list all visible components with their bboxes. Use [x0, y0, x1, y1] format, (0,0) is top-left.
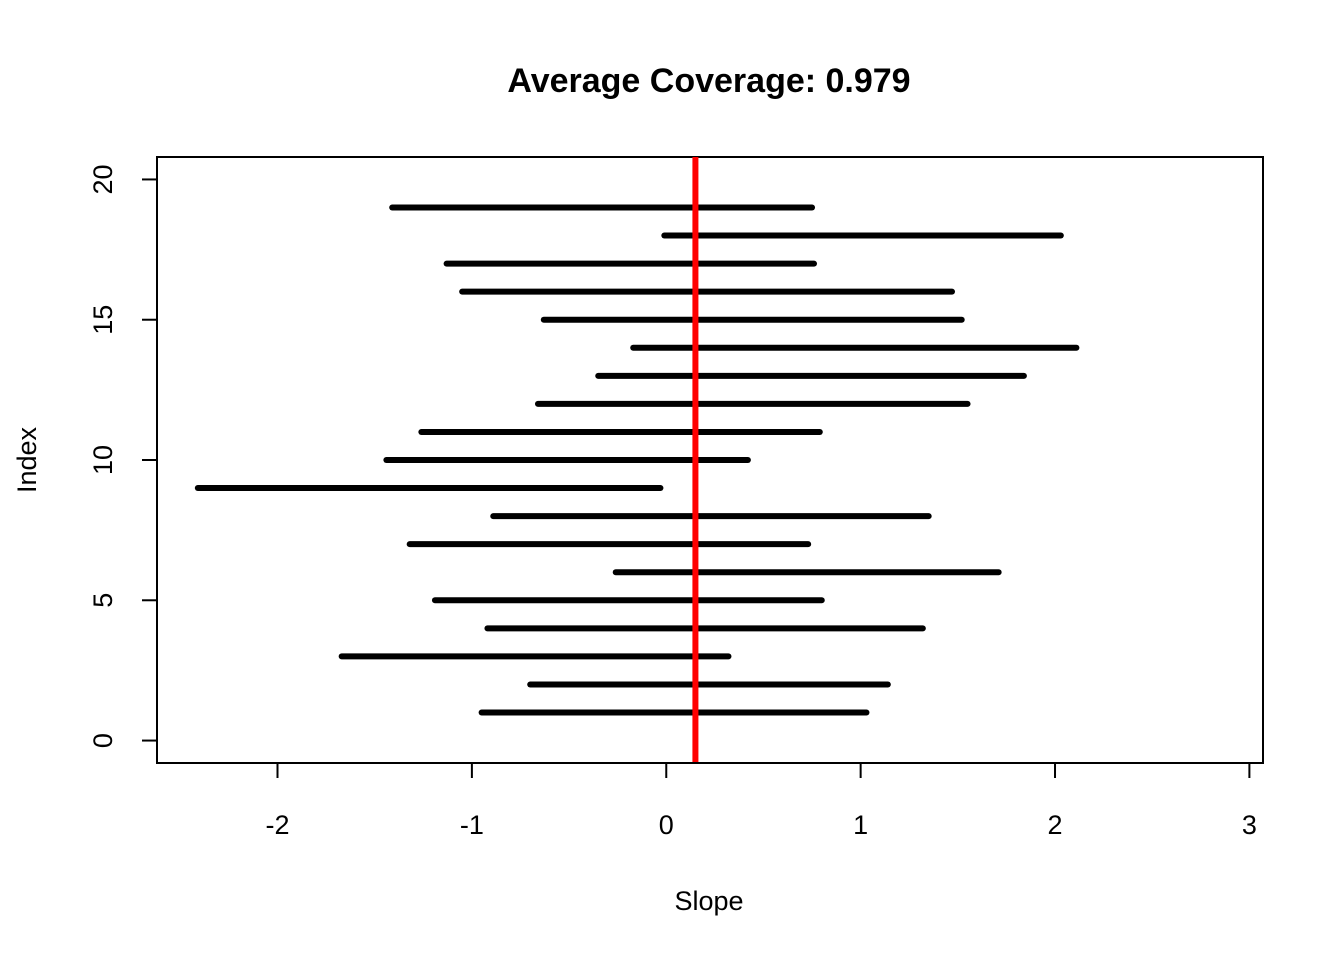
x-tick-label: 2	[1048, 810, 1063, 840]
chart-title: Average Coverage: 0.979	[507, 62, 910, 100]
intervals-group	[194, 204, 1080, 716]
y-tick-label: 5	[88, 593, 118, 608]
x-tick-label: -1	[460, 810, 484, 840]
y-tick-label: 20	[88, 164, 118, 194]
x-axis: -2 -1 0 1 2 3	[266, 762, 1257, 840]
x-axis-label: Slope	[674, 886, 743, 916]
y-tick-label: 15	[88, 305, 118, 335]
y-axis: 0 5 10 15 20	[88, 164, 158, 748]
x-tick-label: 1	[853, 810, 868, 840]
x-tick-label: 0	[659, 810, 674, 840]
y-tick-label: 10	[88, 445, 118, 475]
x-tick-label: -2	[266, 810, 290, 840]
y-axis-label: Index	[12, 426, 42, 493]
y-tick-label: 0	[88, 733, 118, 748]
x-tick-label: 3	[1242, 810, 1257, 840]
